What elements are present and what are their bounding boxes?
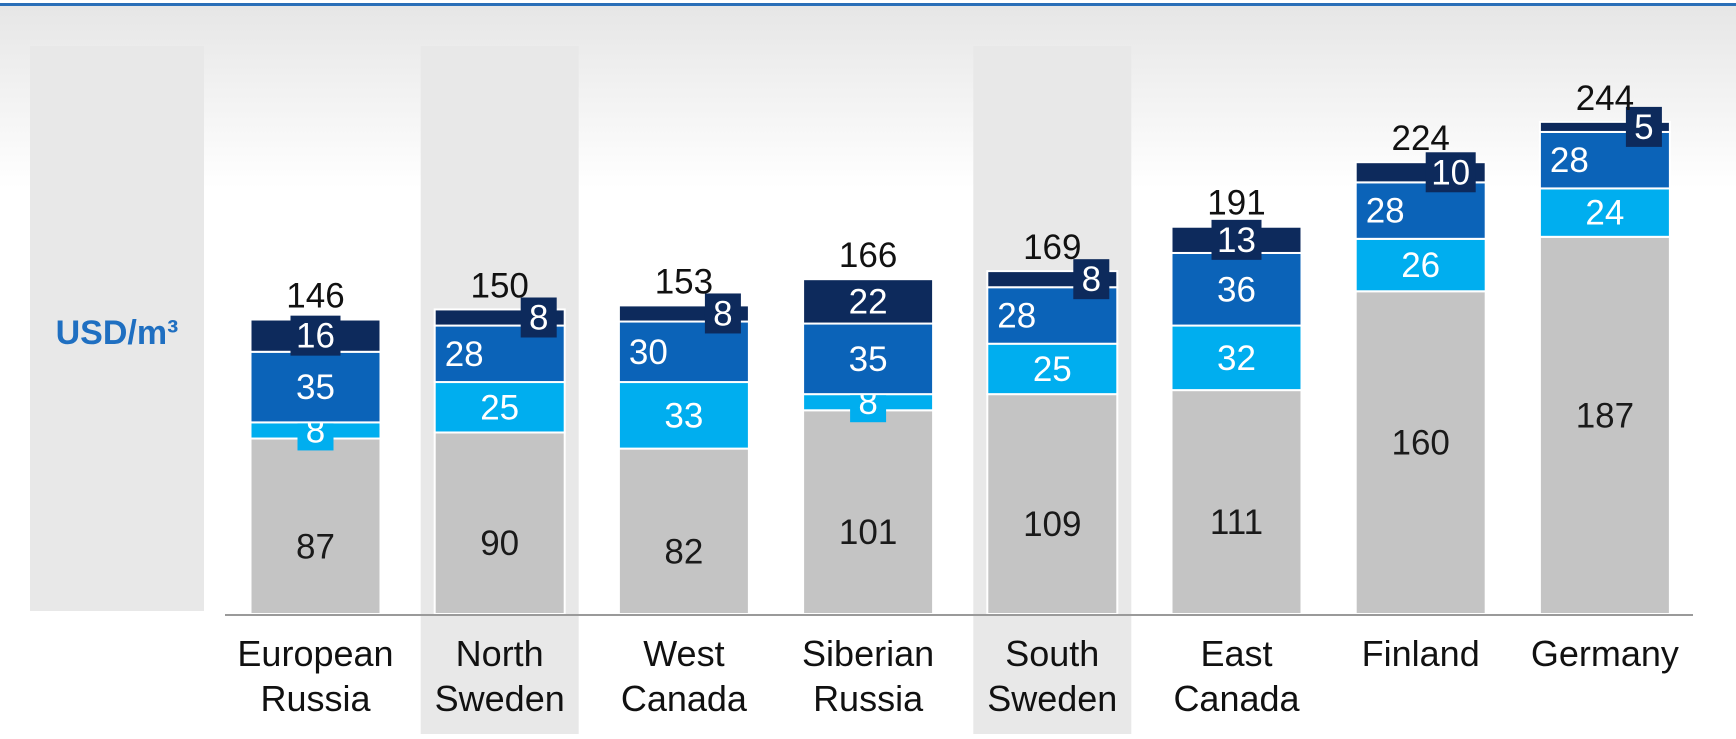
total-label: 244 bbox=[1576, 79, 1634, 118]
value-badge bbox=[1425, 152, 1476, 193]
bar-segment bbox=[1354, 237, 1487, 293]
category-label: Canada bbox=[621, 678, 748, 719]
data-label: 82 bbox=[664, 532, 703, 571]
total-label: 224 bbox=[1391, 119, 1449, 158]
total-label: 191 bbox=[1207, 184, 1265, 223]
bar-segment bbox=[802, 278, 935, 325]
bar-segment bbox=[1538, 235, 1671, 615]
bar-segment bbox=[617, 381, 750, 450]
data-label: 10 bbox=[1431, 153, 1470, 192]
data-label: 25 bbox=[480, 388, 519, 427]
value-badge bbox=[704, 293, 741, 334]
data-label: 36 bbox=[1217, 270, 1256, 309]
data-label: 32 bbox=[1217, 339, 1256, 378]
value-badge bbox=[1211, 219, 1262, 260]
value-badge bbox=[290, 315, 341, 356]
bars-group: 8783516146902528815082333081531018352216… bbox=[249, 79, 1671, 615]
unit-label: USD/m³ bbox=[56, 314, 179, 352]
unit-label-panel bbox=[30, 46, 204, 611]
data-label: 8 bbox=[1082, 260, 1101, 299]
data-label: 26 bbox=[1401, 246, 1440, 285]
data-label: 28 bbox=[1366, 192, 1405, 231]
data-label: 28 bbox=[997, 296, 1036, 335]
bar-segment bbox=[617, 447, 750, 615]
bar-segment bbox=[1170, 324, 1303, 392]
bar-segment bbox=[1538, 120, 1671, 133]
bar-segment bbox=[433, 431, 566, 615]
data-label: 187 bbox=[1576, 396, 1634, 435]
data-label: 5 bbox=[1634, 108, 1653, 147]
bar-segment bbox=[1170, 389, 1303, 615]
data-label: 24 bbox=[1585, 194, 1624, 233]
data-label: 33 bbox=[664, 396, 703, 435]
bar-segment bbox=[986, 393, 1119, 615]
total-label: 166 bbox=[839, 236, 897, 275]
category-label: Russia bbox=[260, 678, 371, 719]
data-label: 101 bbox=[839, 513, 897, 552]
data-label: 25 bbox=[1033, 350, 1072, 389]
category-label: North bbox=[456, 633, 544, 674]
data-label: 87 bbox=[296, 527, 335, 566]
bar-segment bbox=[249, 350, 382, 424]
data-label: 109 bbox=[1023, 505, 1081, 544]
x-axis-labels: EuropeanRussiaNorthSwedenWestCanadaSiber… bbox=[237, 633, 1678, 719]
category-label: Sweden bbox=[987, 678, 1117, 719]
bar-segment bbox=[802, 322, 935, 396]
total-label: 153 bbox=[655, 262, 713, 301]
category-label: Siberian bbox=[802, 633, 934, 674]
bar-segment bbox=[249, 437, 382, 615]
category-label: European bbox=[237, 633, 393, 674]
data-label: 35 bbox=[296, 368, 335, 407]
category-label: Germany bbox=[1531, 633, 1679, 674]
value-badge bbox=[1073, 259, 1110, 300]
bar-segment bbox=[433, 381, 566, 434]
category-label: Canada bbox=[1173, 678, 1300, 719]
data-label: 160 bbox=[1391, 424, 1449, 463]
category-label: South bbox=[1005, 633, 1099, 674]
bar-segment bbox=[617, 320, 750, 384]
category-label: Russia bbox=[813, 678, 924, 719]
total-label: 146 bbox=[286, 277, 344, 316]
bar-segment bbox=[1538, 187, 1671, 238]
total-label: 150 bbox=[470, 266, 528, 305]
data-label: 90 bbox=[480, 524, 519, 563]
data-label: 30 bbox=[629, 333, 668, 372]
data-label: 8 bbox=[529, 299, 548, 338]
data-label: 111 bbox=[1210, 503, 1263, 542]
total-label: 169 bbox=[1023, 228, 1081, 267]
data-label: 28 bbox=[445, 335, 484, 374]
data-label: 8 bbox=[713, 294, 732, 333]
category-label: Finland bbox=[1362, 633, 1480, 674]
data-label: 22 bbox=[849, 282, 888, 321]
bar-segment bbox=[802, 409, 935, 615]
value-badge bbox=[520, 297, 557, 338]
value-badge bbox=[1625, 106, 1662, 147]
bar-segment bbox=[986, 342, 1119, 396]
category-label: West bbox=[643, 633, 724, 674]
data-label: 28 bbox=[1550, 141, 1589, 180]
data-label: 35 bbox=[849, 340, 888, 379]
category-label: East bbox=[1200, 633, 1272, 674]
bar-segment bbox=[1354, 290, 1487, 615]
data-label: 16 bbox=[296, 317, 335, 356]
data-label: 13 bbox=[1217, 221, 1256, 260]
top-rule bbox=[0, 3, 1736, 6]
category-label: Sweden bbox=[435, 678, 565, 719]
